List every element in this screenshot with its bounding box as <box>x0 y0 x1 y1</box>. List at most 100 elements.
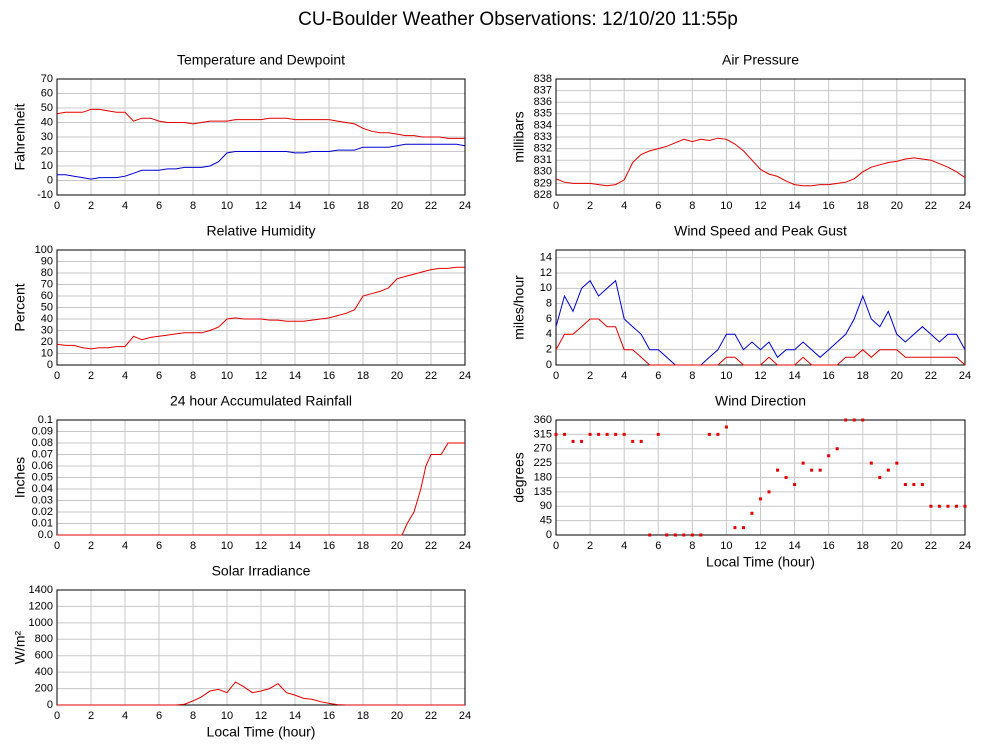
y-tick-label: 50 <box>41 301 53 313</box>
x-axis-label: Local Time (hour) <box>207 724 316 740</box>
y-tick-label: 834 <box>534 119 552 131</box>
y-tick-label: 828 <box>534 189 552 201</box>
y-tick-label: 20 <box>41 336 53 348</box>
y-tick-label: 800 <box>35 633 53 645</box>
y-tick-label: 838 <box>534 73 552 85</box>
y-tick-label: 0.01 <box>32 517 53 529</box>
x-tick-label: 4 <box>621 370 627 382</box>
x-tick-label: 0 <box>54 710 60 722</box>
data-point <box>656 432 660 436</box>
x-tick-label: 12 <box>255 710 267 722</box>
x-tick-label: 12 <box>255 200 267 212</box>
y-tick-label: 10 <box>540 282 552 294</box>
x-tick-label: 16 <box>323 200 335 212</box>
x-tick-label: 14 <box>289 710 301 722</box>
x-tick-label: 16 <box>323 540 335 552</box>
data-line <box>57 681 465 706</box>
y-tick-label: 0.1 <box>38 414 53 426</box>
y-tick-label: 315 <box>534 428 552 440</box>
x-tick-label: 24 <box>959 540 971 552</box>
y-tick-label: 70 <box>41 73 53 85</box>
data-point <box>793 483 797 487</box>
x-tick-label: 6 <box>156 370 162 382</box>
y-tick-label: -10 <box>37 189 53 201</box>
data-point <box>724 425 728 429</box>
data-point <box>759 497 762 501</box>
data-point <box>878 476 882 479</box>
y-tick-label: 0.05 <box>32 471 53 483</box>
x-tick-label: 14 <box>289 540 301 552</box>
chart-title: Relative Humidity <box>207 223 316 239</box>
y-tick-label: 12 <box>540 267 552 279</box>
y-tick-label: 360 <box>534 414 552 426</box>
y-tick-label: 30 <box>41 324 53 336</box>
y-tick-label: 100 <box>35 244 53 256</box>
y-tick-label: 90 <box>41 255 53 267</box>
x-tick-label: 24 <box>959 200 971 212</box>
x-tick-label: 22 <box>425 710 437 722</box>
y-tick-label: 225 <box>534 457 552 469</box>
x-tick-label: 0 <box>54 200 60 212</box>
data-point <box>554 432 558 436</box>
data-point <box>954 504 958 508</box>
data-point <box>844 418 848 422</box>
chart-title: Wind Direction <box>715 393 806 409</box>
y-tick-label: 2 <box>546 344 552 356</box>
x-tick-label: 6 <box>655 200 661 212</box>
data-point <box>912 483 916 487</box>
y-tick-label: 200 <box>35 682 53 694</box>
y-tick-label: 0 <box>546 359 552 371</box>
y-tick-label: 20 <box>41 145 53 157</box>
data-point <box>869 461 873 465</box>
x-tick-label: 0 <box>54 370 60 382</box>
x-tick-label: 24 <box>459 710 471 722</box>
x-tick-label: 12 <box>754 540 766 552</box>
y-axis-label: Percent <box>12 283 28 331</box>
x-tick-label: 24 <box>459 540 471 552</box>
x-tick-label: 22 <box>925 200 937 212</box>
y-tick-label: 30 <box>41 131 53 143</box>
y-axis-label: degrees <box>511 452 527 503</box>
data-point <box>614 432 618 436</box>
x-tick-label: 2 <box>587 370 593 382</box>
x-tick-label: 6 <box>156 710 162 722</box>
data-point <box>699 533 703 537</box>
data-line <box>555 137 966 187</box>
x-tick-label: 2 <box>88 540 94 552</box>
x-tick-label: 18 <box>857 370 869 382</box>
data-point <box>801 461 805 465</box>
x-tick-label: 20 <box>891 200 903 212</box>
data-point <box>937 504 941 508</box>
x-axis-label: Local Time (hour) <box>706 554 815 570</box>
x-tick-label: 10 <box>720 370 732 382</box>
x-tick-label: 20 <box>391 710 403 722</box>
data-point <box>903 483 907 487</box>
x-tick-label: 8 <box>689 370 695 382</box>
y-tick-label: 0 <box>47 174 53 186</box>
x-tick-label: 18 <box>357 710 369 722</box>
data-point <box>784 476 788 479</box>
x-tick-label: 20 <box>391 200 403 212</box>
x-tick-label: 0 <box>553 200 559 212</box>
x-tick-label: 4 <box>621 540 627 552</box>
data-point <box>852 418 856 422</box>
data-point <box>673 533 677 537</box>
data-point <box>690 533 694 537</box>
chart-title: 24 hour Accumulated Rainfall <box>170 393 352 409</box>
x-tick-label: 4 <box>621 200 627 212</box>
x-tick-label: 16 <box>823 200 835 212</box>
y-tick-label: 0.0 <box>38 529 53 541</box>
x-tick-label: 8 <box>190 710 196 722</box>
x-tick-label: 16 <box>823 370 835 382</box>
data-line <box>555 279 966 366</box>
y-tick-label: 836 <box>534 96 552 108</box>
x-tick-label: 4 <box>122 540 128 552</box>
y-tick-label: 829 <box>534 177 552 189</box>
x-tick-label: 6 <box>156 200 162 212</box>
y-tick-label: 0.03 <box>32 494 53 506</box>
x-tick-label: 12 <box>255 540 267 552</box>
x-tick-label: 20 <box>891 540 903 552</box>
x-tick-label: 24 <box>459 370 471 382</box>
y-tick-label: 0.07 <box>32 448 53 460</box>
